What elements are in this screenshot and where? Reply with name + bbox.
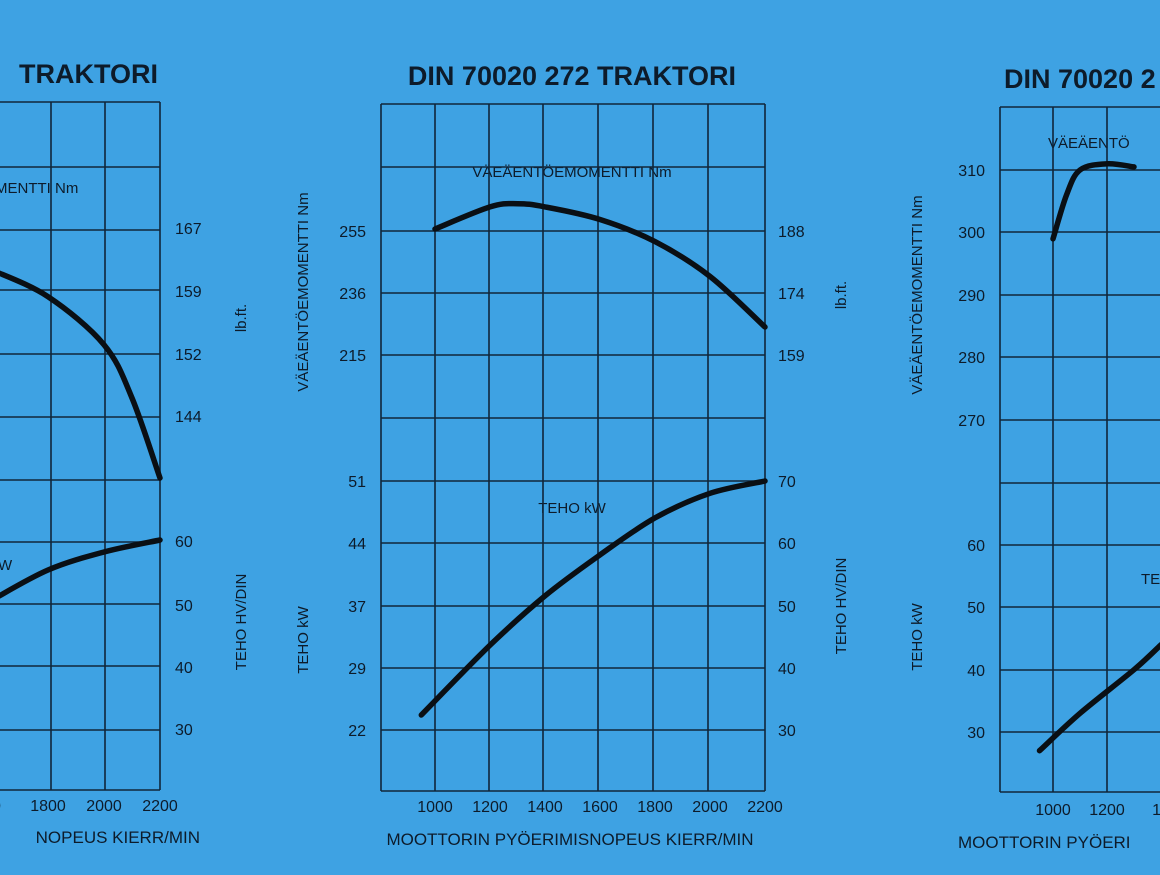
panel-1-x-tick-label: 1800 — [30, 798, 66, 815]
panel-2-x-tick-label: 1600 — [582, 799, 618, 816]
panel-3-x-axis-label: MOOTTORIN PYÖERI — [958, 833, 1131, 852]
panel-1-x-tick-label: 2000 — [86, 798, 122, 815]
panel-3-left-upper-tick-label: 290 — [958, 288, 985, 305]
panel-2-torque-curve — [435, 204, 765, 327]
panel-1-x-tick-label: 00 — [0, 798, 1, 815]
panel-1-plot: 00 1800 2000 2200 167 159 152 144 60 50 40 30 — [0, 102, 202, 815]
panel-3-torque-curve — [1053, 164, 1134, 239]
panel-3-left-lower-axis-label: TEHO kW — [909, 602, 926, 670]
panel-3-x-tick-label: 1200 — [1089, 802, 1125, 819]
panel-1-upper-series-label: MENTTI Nm — [0, 180, 78, 197]
panel-2-left-upper-tick-label: 236 — [339, 286, 366, 303]
panel-1-right-upper-tick-label: 152 — [175, 347, 202, 364]
panel-2-right-lower-tick-label: 30 — [778, 723, 796, 740]
panel-1-right-upper-tick-label: 167 — [175, 221, 202, 238]
panel-2-right-lower-tick-label: 40 — [778, 661, 796, 678]
panel-2-x-tick-label: 1400 — [527, 799, 563, 816]
panel-3-upper-series-label: VÄEÄENTÖ — [1048, 134, 1130, 152]
panel-2-left-lower-tick-label: 44 — [348, 536, 366, 553]
panel-1-power-curve — [0, 540, 160, 600]
panel-2-title: DIN 70020 272 TRAKTORI — [408, 61, 736, 91]
panel-1-right-lower-tick-label: 30 — [175, 722, 193, 739]
panel-3: DIN 70020 2 VÄEÄENTÖ TE VÄEÄENTÖEMOMENTT… — [908, 64, 1160, 852]
panel-1-x-axis-label: NOPEUS KIERR/MIN — [36, 828, 200, 847]
panel-1-lower-series-label: W — [0, 557, 13, 574]
panel-1-title: TRAKTORI — [19, 59, 158, 89]
panel-2-x-tick-label: 1800 — [637, 799, 673, 816]
panel-3-lower-series-label: TE — [1141, 571, 1160, 588]
panel-2-right-lower-tick-label: 50 — [778, 599, 796, 616]
panel-2-right-upper-tick-label: 174 — [778, 286, 805, 303]
panel-2-right-upper-tick-label: 188 — [778, 224, 805, 241]
panel-2-left-upper-tick-label: 215 — [339, 348, 366, 365]
panel-1-right-lower-tick-label: 60 — [175, 534, 193, 551]
panel-1-right-upper-tick-label: 159 — [175, 284, 202, 301]
panel-2-left-lower-tick-label: 51 — [348, 474, 366, 491]
panel-2-x-tick-label: 2200 — [747, 799, 783, 816]
panel-2-left-upper-axis-label: VÄEÄENTÖEMOMENTTI Nm — [294, 192, 312, 391]
panel-1-torque-curve — [0, 270, 160, 478]
panel-2-left-lower-tick-label: 22 — [348, 723, 366, 740]
panel-1-right-lower-axis-label: TEHO HV/DIN — [233, 574, 250, 671]
panel-3-left-lower-tick-label: 60 — [967, 538, 985, 555]
panel-3-plot: 1000 1200 14 310 300 290 280 270 60 50 40 30 — [958, 107, 1160, 819]
panel-1-right-lower-tick-label: 40 — [175, 660, 193, 677]
panel-2-right-upper-axis-label: lb.ft. — [833, 281, 850, 309]
panel-3-power-curve — [1040, 645, 1160, 751]
panel-2-left-lower-axis-label: TEHO kW — [295, 605, 312, 673]
panel-3-left-lower-tick-label: 50 — [967, 600, 985, 617]
panel-2-x-tick-label: 1200 — [472, 799, 508, 816]
panel-2-x-tick-label: 1000 — [417, 799, 453, 816]
panel-2-right-lower-tick-label: 60 — [778, 536, 796, 553]
panel-2-x-axis-label: MOOTTORIN PYÖERIMISNOPEUS KIERR/MIN — [386, 830, 753, 849]
panel-3-title: DIN 70020 2 — [1004, 64, 1156, 94]
panel-1-right-upper-axis-label: lb.ft. — [233, 304, 250, 332]
panel-1-right-upper-tick-label: 144 — [175, 409, 202, 426]
panel-2-plot: 1000 1200 1400 1600 1800 2000 2200 255 236 215 51 4… — [339, 104, 805, 816]
panel-2-right-upper-tick-label: 159 — [778, 348, 805, 365]
panel-3-x-tick-label: 1000 — [1035, 802, 1071, 819]
panel-2-x-tick-label: 2000 — [692, 799, 728, 816]
panel-2-right-lower-axis-label: TEHO HV/DIN — [833, 558, 850, 655]
panel-3-left-upper-tick-label: 270 — [958, 413, 985, 430]
panel-2-left-upper-tick-label: 255 — [339, 224, 366, 241]
panel-3-x-tick-label: 14 — [1152, 802, 1160, 819]
panel-2-right-lower-tick-label: 70 — [778, 474, 796, 491]
panel-1-x-tick-label: 2200 — [142, 798, 178, 815]
panel-3-left-upper-axis-label: VÄEÄENTÖEMOMENTTI Nm — [908, 195, 926, 394]
panel-3-left-lower-tick-label: 40 — [967, 663, 985, 680]
panel-3-left-upper-tick-label: 300 — [958, 225, 985, 242]
panel-3-left-upper-tick-label: 310 — [958, 163, 985, 180]
panel-2-lower-series-label: TEHO kW — [538, 500, 606, 517]
panel-2-upper-series-label: VÄEÄENTÖEMOMENTTI Nm — [472, 163, 671, 181]
panel-3-left-lower-tick-label: 30 — [967, 725, 985, 742]
panel-2-left-lower-tick-label: 37 — [348, 599, 366, 616]
panel-3-left-upper-tick-label: 280 — [958, 350, 985, 367]
panel-2-left-lower-tick-label: 29 — [348, 661, 366, 678]
panel-1-right-lower-tick-label: 50 — [175, 598, 193, 615]
panel-1: TRAKTORI MENTTI Nm W lb.ft. TEHO HV/DIN … — [0, 59, 250, 847]
